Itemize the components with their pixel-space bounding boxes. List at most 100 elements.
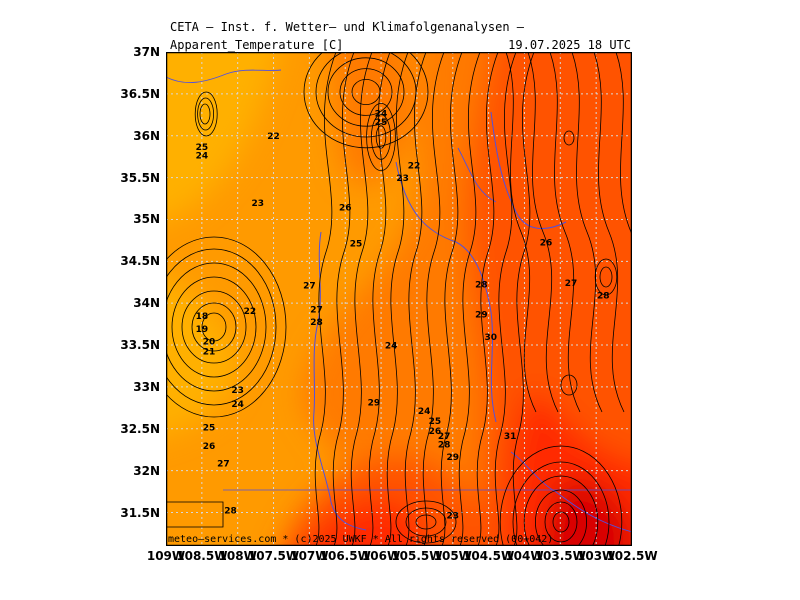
isotherm-contours [166,52,632,546]
lat-tick-label: 35.5N [120,170,160,185]
contour-labels: 2524222318192021222324252627282727282625… [196,110,610,522]
lat-tick-label: 32.5N [120,421,160,436]
isotherm-east-loop [599,266,613,288]
lat-tick-label: 33N [133,379,160,394]
isotherm-east [593,52,625,413]
isotherm-small-loop [563,130,575,146]
isotherm-north-loop [315,52,417,138]
isotherm-24-loop [371,114,392,160]
isotherm-west-low [201,312,227,342]
contour-label: 22 [408,162,421,172]
contour-label: 26 [540,239,553,249]
river-se [510,451,632,533]
lon-tick-label: 106W [361,549,401,563]
lat-tick-label: 31.5N [120,505,160,520]
isotherm-central [512,52,535,546]
isotherm-north-loop [327,57,405,127]
isotherm-east-loop [594,258,618,296]
isotherm-central [314,52,337,546]
contour-label: 31 [504,432,517,442]
contour-label: 21 [203,347,216,357]
isotherm-central [494,52,517,546]
temperature-shading [166,52,632,546]
contour-label: 27 [565,279,578,289]
contour-label: 25 [375,118,388,128]
contour-label: 25 [196,143,209,153]
isotherm-central [422,52,445,546]
isotherm-west-low [166,262,267,392]
lon-tick-label: 108W [218,549,257,563]
contour-label: 28 [310,318,323,328]
isotherm-east [549,52,581,413]
contour-label: 26 [339,203,352,213]
lon-tick-label: 103.5W [534,549,586,563]
contour-label: 20 [203,337,216,347]
isotherm-east [571,52,603,413]
isotherm-east [527,52,559,413]
contour-label: 28 [224,506,237,516]
isotherm-se-loop [544,501,578,543]
isotherm-east [505,52,537,413]
lon-tick-label: 106.5W [319,549,371,563]
map-frame [166,52,632,546]
isotherm-west-low [166,236,287,418]
temperature-map: 2524222318192021222324252627282727282625… [166,52,632,546]
contour-label: 22 [267,132,280,142]
isotherm-north-loop [351,79,381,105]
contour-label: 18 [196,312,209,322]
lat-tick-label: 36.5N [120,86,160,101]
contour-label: 29 [447,453,460,463]
isotherm-nw-loop [194,91,218,137]
isotherm-se-loop [499,445,623,546]
contour-label: 25 [203,424,216,434]
pecos-river [395,161,497,423]
lat-tick-label: 37N [133,45,160,59]
isotherm-central [368,52,391,546]
contour-label: 23 [396,174,409,184]
lon-tick-label: 107W [290,549,329,563]
isotherm-west-low [166,248,277,406]
isotherm-west-low [171,276,257,378]
lon-tick-label: 104W [505,549,544,563]
contour-label: 24 [231,400,244,410]
lat-tick-label: 33.5N [120,338,160,353]
isotherm-south-loop [395,500,457,544]
isotherm-small-loop [560,374,578,396]
lat-tick-label: 34N [133,296,160,311]
isotherm-se-loop [512,461,610,546]
contour-label: 23 [447,512,460,522]
lat-tick-label: 35N [133,212,160,227]
contour-label: 23 [231,386,244,396]
contour-label: 27 [310,306,323,316]
isotherm-se-loop [523,475,599,546]
lon-tick-label: 108.5W [176,549,228,563]
isotherm-nw-loop [199,103,211,125]
lon-tick-label: 107.5W [247,549,300,563]
contour-label: 26 [203,442,216,452]
isotherm-west-low [191,302,237,352]
contour-label: 29 [475,311,488,321]
isotherm-central [440,52,463,546]
contour-label: 28 [438,440,451,450]
contour-label: 27 [438,432,451,442]
contour-label: 22 [244,307,257,317]
isotherm-se-loop [535,489,588,546]
isotherm-central [386,52,409,546]
chart-title: CETA — Inst. f. Wetter— und Klimafolgena… [170,20,525,34]
isotherm-se-loop [552,511,570,533]
band-25-28-north [330,52,416,184]
isotherm-south-loop [405,507,447,537]
contour-label: 24 [418,407,431,417]
contour-label: 28 [475,280,488,290]
contour-label: 30 [485,333,498,343]
isotherm-west-low [181,290,247,364]
isotherm-central [350,52,373,546]
lat-tick-label: 34.5N [120,254,160,269]
isotherm-24-loop [375,125,387,149]
isotherm-south-loop [415,514,437,530]
contour-label: 24 [375,110,388,120]
contour-label: 25 [429,417,442,427]
isotherm-north-loop [303,52,429,149]
state-borders [166,69,632,533]
isotherm-24-loop [366,103,396,171]
